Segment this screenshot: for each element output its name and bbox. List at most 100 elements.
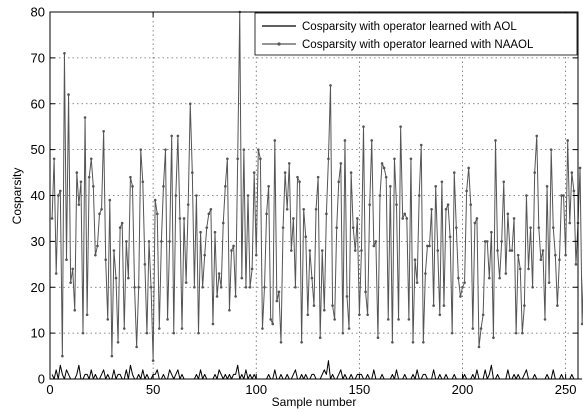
data-point: [572, 189, 576, 193]
data-point: [283, 171, 287, 174]
data-point: [306, 313, 310, 317]
data-point: [135, 345, 138, 349]
data-point: [446, 203, 450, 206]
data-point: [384, 175, 388, 179]
data-point: [131, 185, 134, 188]
data-point: [296, 175, 299, 179]
data-point: [351, 226, 355, 229]
data-point: [512, 217, 516, 220]
data-point: [318, 336, 322, 340]
data-point: [574, 263, 578, 266]
y-tick-label-20: 20: [31, 280, 45, 295]
data-point: [217, 272, 221, 275]
data-point: [77, 203, 81, 206]
data-point: [254, 253, 258, 257]
x-axis: 0 50 100 150 200 250: [46, 12, 576, 397]
data-point: [545, 185, 549, 188]
data-point: [564, 253, 567, 257]
data-point: [174, 194, 178, 197]
data-point: [525, 194, 528, 197]
data-point: [147, 240, 151, 243]
data-point: [213, 230, 217, 234]
data-point: [450, 331, 454, 335]
data-point: [234, 295, 237, 298]
data-point: [71, 267, 74, 271]
data-point: [500, 240, 503, 243]
data-point: [498, 276, 501, 280]
data-point: [277, 290, 281, 294]
data-point: [248, 285, 252, 289]
data-point: [191, 171, 194, 174]
data-point: [114, 276, 118, 280]
data-point: [535, 134, 539, 138]
data-point: [467, 166, 470, 170]
data-point: [438, 313, 442, 317]
data-point: [331, 304, 334, 307]
data-point: [79, 180, 83, 184]
data-point: [444, 207, 448, 211]
data-point: [195, 194, 198, 197]
data-point: [267, 185, 270, 188]
data-point: [337, 180, 341, 184]
data-point: [153, 198, 157, 202]
data-point: [242, 148, 246, 151]
data-point: [143, 263, 147, 266]
data-point: [366, 313, 369, 317]
data-point: [364, 290, 367, 294]
data-point: [106, 318, 110, 321]
data-point: [67, 93, 70, 96]
data-point: [250, 267, 254, 271]
data-point: [409, 157, 413, 161]
data-point: [578, 166, 582, 170]
data-point: [100, 207, 103, 211]
data-point: [485, 240, 489, 243]
data-point: [488, 276, 491, 280]
data-point: [127, 276, 130, 280]
data-point: [560, 194, 563, 197]
data-point: [308, 249, 312, 252]
data-point: [335, 226, 338, 229]
data-point: [463, 281, 466, 284]
data-point: [360, 249, 363, 252]
data-point: [533, 171, 536, 174]
data-point: [244, 285, 248, 289]
data-point: [141, 180, 145, 184]
data-point: [411, 341, 415, 344]
data-point: [358, 313, 361, 317]
data-point: [292, 217, 295, 220]
data-point: [405, 217, 409, 220]
data-point: [300, 341, 303, 344]
data-point: [372, 244, 376, 248]
data-point: [197, 331, 200, 335]
data-point: [562, 194, 565, 197]
data-point: [118, 226, 122, 229]
data-point: [547, 281, 551, 284]
data-point: [304, 235, 308, 239]
data-point: [341, 331, 345, 335]
data-point: [186, 203, 190, 206]
data-point: [228, 308, 231, 312]
legend-marker-naaol: [277, 42, 281, 46]
data-point: [349, 171, 353, 174]
data-point: [294, 285, 297, 289]
data-point: [580, 322, 583, 326]
data-point: [339, 162, 343, 165]
data-point: [494, 139, 497, 142]
data-point: [69, 281, 72, 284]
data-point: [207, 212, 211, 216]
data-point: [54, 272, 58, 275]
data-point: [539, 258, 543, 262]
series-line-0: [51, 360, 583, 380]
data-point: [133, 285, 136, 289]
x-tick-label-50: 50: [146, 382, 160, 397]
gridlines: [50, 12, 578, 379]
data-point: [514, 331, 518, 335]
data-point: [236, 157, 239, 161]
data-point: [570, 171, 574, 174]
data-point: [199, 230, 202, 234]
data-point: [376, 336, 380, 340]
data-point: [417, 194, 421, 197]
data-point: [403, 212, 407, 216]
x-tick-label-150: 150: [349, 382, 371, 397]
